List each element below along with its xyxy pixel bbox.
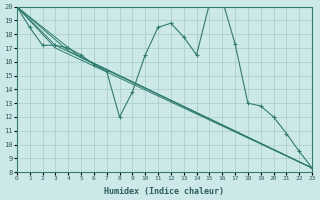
X-axis label: Humidex (Indice chaleur): Humidex (Indice chaleur) bbox=[104, 187, 224, 196]
